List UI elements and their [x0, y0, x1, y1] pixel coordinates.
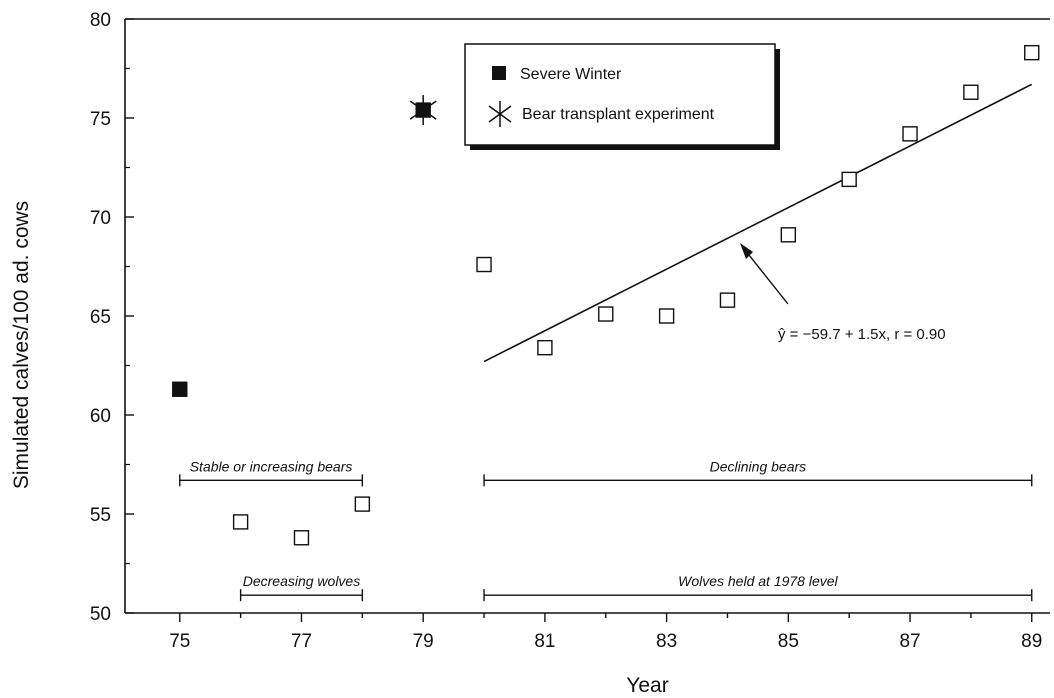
data-point-open [963, 84, 979, 100]
period-label: Declining bears [710, 458, 807, 474]
legend-severe-winter-label: Severe Winter [520, 66, 622, 83]
x-tick-label: 77 [291, 631, 312, 652]
legend: Severe Winter Bear transplant experiment [464, 43, 780, 150]
data-point-open [293, 530, 310, 546]
period-bracket: Decreasing wolves [239, 573, 364, 602]
axes: 50 55 60 65 70 75 80 75 77 79 81 83 85 87 89 Year Simula… [10, 10, 1050, 697]
y-tick-label: 65 [90, 307, 111, 328]
legend-bear-transplant-star [488, 101, 512, 127]
x-tick-label: 81 [534, 631, 555, 652]
data-point-open [232, 514, 249, 530]
data-point-open [902, 126, 918, 142]
period-bracket: Stable or increasing bears [179, 458, 364, 487]
data-point-open [598, 306, 614, 322]
data-point-open [354, 496, 371, 512]
legend-bear-transplant-label: Bear transplant experiment [522, 106, 715, 123]
data-point-open [658, 308, 675, 324]
data-point-open [719, 292, 736, 308]
regression-equation-label: ŷ = −59.7 + 1.5x, r = 0.90 [778, 326, 946, 343]
star-stroke [488, 105, 512, 123]
data-point-open [1024, 44, 1040, 61]
x-tick-label: 79 [413, 631, 434, 652]
data-point-open [476, 256, 492, 273]
period-label: Decreasing wolves [243, 573, 361, 589]
data-point-open [841, 171, 857, 188]
annotations: Stable or increasing bears Declining bear… [179, 243, 1033, 602]
legend-severe-winter-swatch [492, 66, 506, 80]
x-tick-label: 85 [778, 631, 799, 652]
y-tick-label: 70 [90, 208, 111, 229]
regression-line [483, 83, 1033, 363]
y-tick-label: 50 [90, 604, 111, 625]
y-axis-title: Simulated calves/100 ad. cows [10, 201, 33, 489]
data-point-open [537, 339, 553, 356]
x-tick-label: 89 [1021, 631, 1042, 652]
x-axis-title: Year [626, 674, 668, 697]
period-bracket: Wolves held at 1978 level [483, 573, 1033, 602]
y-tick-label: 80 [90, 10, 111, 31]
y-tick-label: 75 [90, 109, 111, 130]
x-tick-label: 87 [899, 631, 920, 652]
x-tick-label: 75 [169, 631, 190, 652]
data-point-open [780, 227, 797, 243]
data-point-severe-winter [172, 381, 188, 397]
y-tick-label: 60 [90, 406, 111, 427]
y-tick-label: 55 [90, 505, 111, 526]
period-bracket: Declining bears [483, 458, 1033, 487]
data-marks [172, 44, 1040, 546]
star-stroke [409, 100, 437, 120]
bear-transplant-star-marker [409, 95, 437, 126]
x-tick-label: 83 [656, 631, 677, 652]
regression-arrow-shaft [744, 249, 789, 305]
regression-arrow-head [740, 243, 753, 259]
period-label: Wolves held at 1978 level [678, 573, 838, 589]
legend-box [464, 43, 776, 146]
period-label: Stable or increasing bears [190, 458, 353, 474]
